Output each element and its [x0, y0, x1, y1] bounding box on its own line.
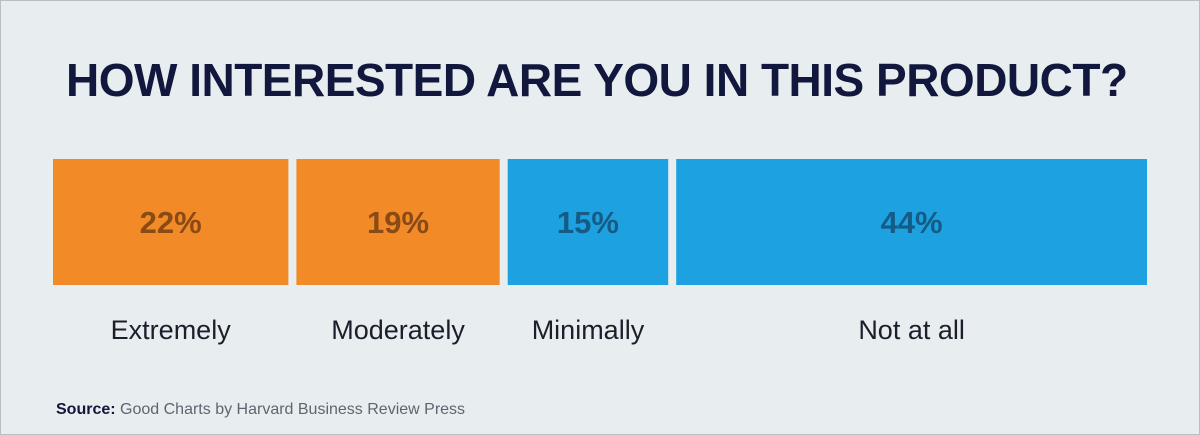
- bar-segment-moderately: [296, 159, 500, 285]
- chart-title: HOW INTERESTED ARE YOU IN THIS PRODUCT?: [66, 54, 1128, 106]
- category-label-minimally: Minimally: [532, 315, 645, 345]
- source-text: Good Charts by Harvard Business Review P…: [120, 401, 466, 418]
- category-label-moderately: Moderately: [331, 315, 465, 345]
- source-note: Source: Good Charts by Harvard Business …: [56, 400, 465, 420]
- bar-segment-extremely: [53, 159, 289, 285]
- source-label: Source:: [56, 401, 116, 418]
- bar-segment-minimally: [507, 159, 669, 285]
- bar-segment-not-at-all: [676, 159, 1147, 285]
- data-label-not-at-all: 44%: [881, 205, 943, 240]
- data-label-extremely: 22%: [140, 205, 202, 240]
- data-label-moderately: 19%: [367, 205, 429, 240]
- category-label-not-at-all: Not at all: [858, 315, 965, 345]
- category-label-extremely: Extremely: [111, 315, 232, 345]
- data-label-minimally: 15%: [557, 205, 619, 240]
